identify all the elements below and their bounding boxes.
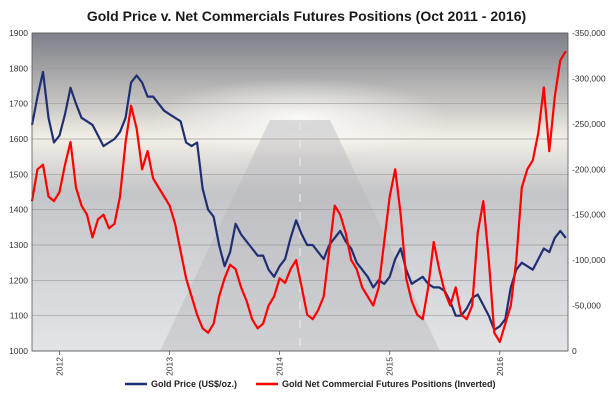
y-left-tick-label: 1900 (9, 28, 28, 38)
y-right-tick-label: -300,000 (572, 73, 606, 83)
series-line-gold-price (30, 70, 567, 331)
y-right-tick-label: -350,000 (572, 28, 606, 38)
y-right-tick-label: -150,000 (572, 210, 606, 220)
x-tick-label: 2013 (165, 357, 175, 376)
y-left-tick-label: 1700 (9, 99, 28, 109)
x-tick-label: 2012 (55, 357, 65, 376)
y-left-tick-label: 1500 (9, 169, 28, 179)
gridlines (32, 32, 568, 352)
y-left-tick-label: 1400 (9, 205, 28, 215)
y-right-tick-label: -50,000 (572, 301, 601, 311)
y-right-tick-label: -200,000 (572, 164, 606, 174)
y-left-tick-label: 1600 (9, 134, 28, 144)
legend-item-gold: Gold Price (US$/oz.) (125, 379, 237, 389)
plot-area-border (31, 32, 569, 352)
chart-title: Gold Price v. Net Commercials Futures Po… (87, 8, 526, 24)
x-tick-labels: 2012 2013 2014 2015 2016 (55, 351, 505, 376)
series-layer (30, 50, 567, 343)
y-left-tick-label: 1200 (9, 275, 28, 285)
x-tick-label: 2014 (275, 357, 285, 376)
y-right-tick-label: 0 (572, 346, 577, 356)
legend-item-net-commercial: Gold Net Commercial Futures Positions (I… (256, 379, 496, 389)
legend-label-gold: Gold Price (US$/oz.) (151, 379, 237, 389)
y-left-tick-label: 1000 (9, 346, 28, 356)
series-line-net-commercial (30, 50, 567, 343)
y-left-tick-label: 1100 (10, 311, 29, 321)
y-left-tick-label: 1800 (9, 63, 28, 73)
y-left-tick-label: 1300 (9, 240, 28, 250)
legend-label-net-commercial: Gold Net Commercial Futures Positions (I… (282, 379, 496, 389)
y-right-tick-label: -250,000 (572, 119, 606, 129)
legend: Gold Price (US$/oz.) Gold Net Commercial… (125, 379, 496, 389)
plot-background-glow (150, 78, 450, 158)
y-right-tick-labels: 0 -50,000 -100,000 -150,000 -200,000 -250,000… (572, 28, 606, 356)
y-right-tick-label: -100,000 (572, 255, 606, 265)
x-tick-label: 2016 (495, 357, 505, 376)
x-tick-label: 2015 (385, 357, 395, 376)
y-left-tick-labels: 1000 1100 1200 1300 1400 1500 1600 1700 1800 1900 (9, 28, 28, 356)
